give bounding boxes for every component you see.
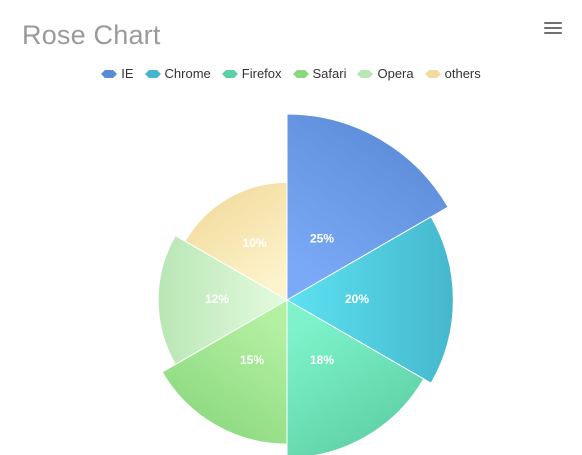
rose-slice-safari[interactable]	[161, 299, 288, 445]
legend-marker-icon	[357, 69, 374, 78]
hamburger-menu-icon[interactable]	[544, 22, 562, 36]
legend-item-ie[interactable]: IE	[101, 66, 134, 81]
legend-marker-icon	[101, 69, 118, 78]
rose-slice-opera[interactable]	[157, 234, 289, 366]
data-label-opera: 12%	[205, 292, 229, 306]
legend-label: others	[444, 66, 481, 81]
data-label-chrome: 20%	[345, 292, 369, 306]
data-label-firefox: 18%	[310, 353, 334, 367]
legend-item-opera[interactable]: Opera	[357, 66, 414, 81]
legend-label: Safari	[312, 66, 347, 81]
rose-slice-ie[interactable]	[286, 113, 449, 301]
data-label-safari: 15%	[240, 353, 264, 367]
legend: IE Chrome Firefox Safari Opera others	[0, 66, 582, 81]
legend-item-others[interactable]: others	[424, 66, 481, 81]
legend-item-chrome[interactable]: Chrome	[144, 66, 211, 81]
legend-item-safari[interactable]: Safari	[292, 66, 347, 81]
rose-slice-others[interactable]	[184, 181, 288, 301]
data-label-ie: 25%	[310, 232, 334, 246]
chart-title: Rose Chart	[22, 20, 161, 50]
rose-slice-firefox[interactable]	[286, 299, 425, 455]
legend-marker-icon	[221, 69, 238, 78]
legend-marker-icon	[144, 69, 161, 78]
legend-label: Chrome	[164, 66, 211, 81]
data-label-others: 10%	[243, 236, 267, 250]
legend-item-firefox[interactable]: Firefox	[221, 66, 282, 81]
legend-label: Opera	[377, 66, 414, 81]
legend-label: Firefox	[241, 66, 282, 81]
legend-label: IE	[121, 66, 134, 81]
legend-marker-icon	[424, 69, 441, 78]
rose-slice-chrome[interactable]	[286, 216, 454, 384]
legend-marker-icon	[292, 69, 309, 78]
